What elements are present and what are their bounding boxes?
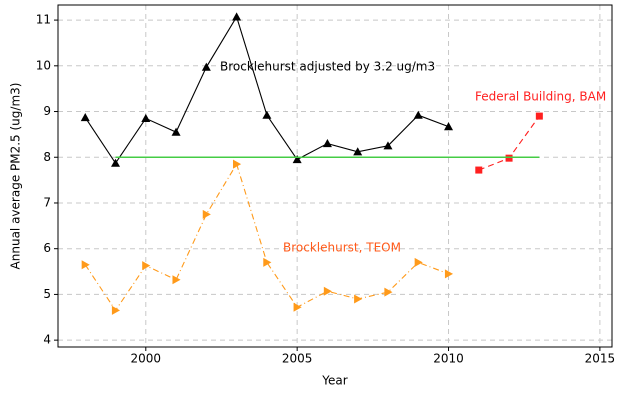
annotation: Brocklehurst, TEOM: [283, 241, 401, 255]
y-tick-label: 11: [36, 13, 51, 27]
y-tick-label: 4: [43, 333, 51, 347]
x-tick-label: 2010: [433, 352, 464, 366]
marker: [171, 127, 181, 136]
marker: [292, 155, 302, 164]
marker: [202, 209, 211, 219]
marker: [142, 261, 151, 271]
marker: [80, 112, 90, 122]
y-tick-label: 9: [43, 104, 51, 118]
marker: [201, 62, 211, 71]
marker: [384, 287, 393, 297]
marker: [444, 122, 454, 131]
marker: [444, 269, 454, 279]
marker: [81, 260, 90, 270]
series-line: [84, 162, 449, 312]
y-tick-label: 7: [43, 195, 51, 209]
annotation: Brocklehurst adjusted by 3.2 ug/m3: [220, 60, 435, 74]
marker: [232, 12, 242, 21]
marker: [111, 158, 121, 167]
x-tick-label: 2005: [282, 352, 313, 366]
marker: [172, 275, 181, 285]
x-tick-label: 2000: [131, 352, 162, 366]
marker: [505, 154, 513, 162]
y-tick-label: 5: [43, 287, 51, 301]
marker: [262, 110, 272, 119]
plot-frame: [57, 4, 613, 348]
marker: [322, 139, 332, 148]
marker: [233, 159, 242, 169]
marker: [353, 147, 363, 156]
series-line: [478, 115, 540, 171]
marker: [475, 166, 483, 174]
y-tick-label: 8: [43, 150, 51, 164]
x-tick-label: 2015: [585, 352, 616, 366]
y-tick-label: 10: [36, 58, 51, 72]
series-line: [84, 15, 449, 165]
marker: [414, 257, 423, 267]
marker: [535, 112, 543, 120]
marker: [383, 141, 393, 150]
marker: [263, 257, 272, 267]
marker: [354, 294, 363, 304]
y-tick-label: 6: [43, 241, 51, 255]
marker: [323, 286, 332, 296]
marker: [111, 305, 121, 315]
x-axis-label: Year: [321, 374, 347, 388]
marker: [293, 302, 302, 312]
y-axis-label: Annual average PM2.5 (ug/m3): [9, 83, 23, 270]
marker: [413, 110, 423, 119]
marker: [141, 113, 151, 122]
annotation: Federal Building, BAM: [475, 90, 606, 104]
